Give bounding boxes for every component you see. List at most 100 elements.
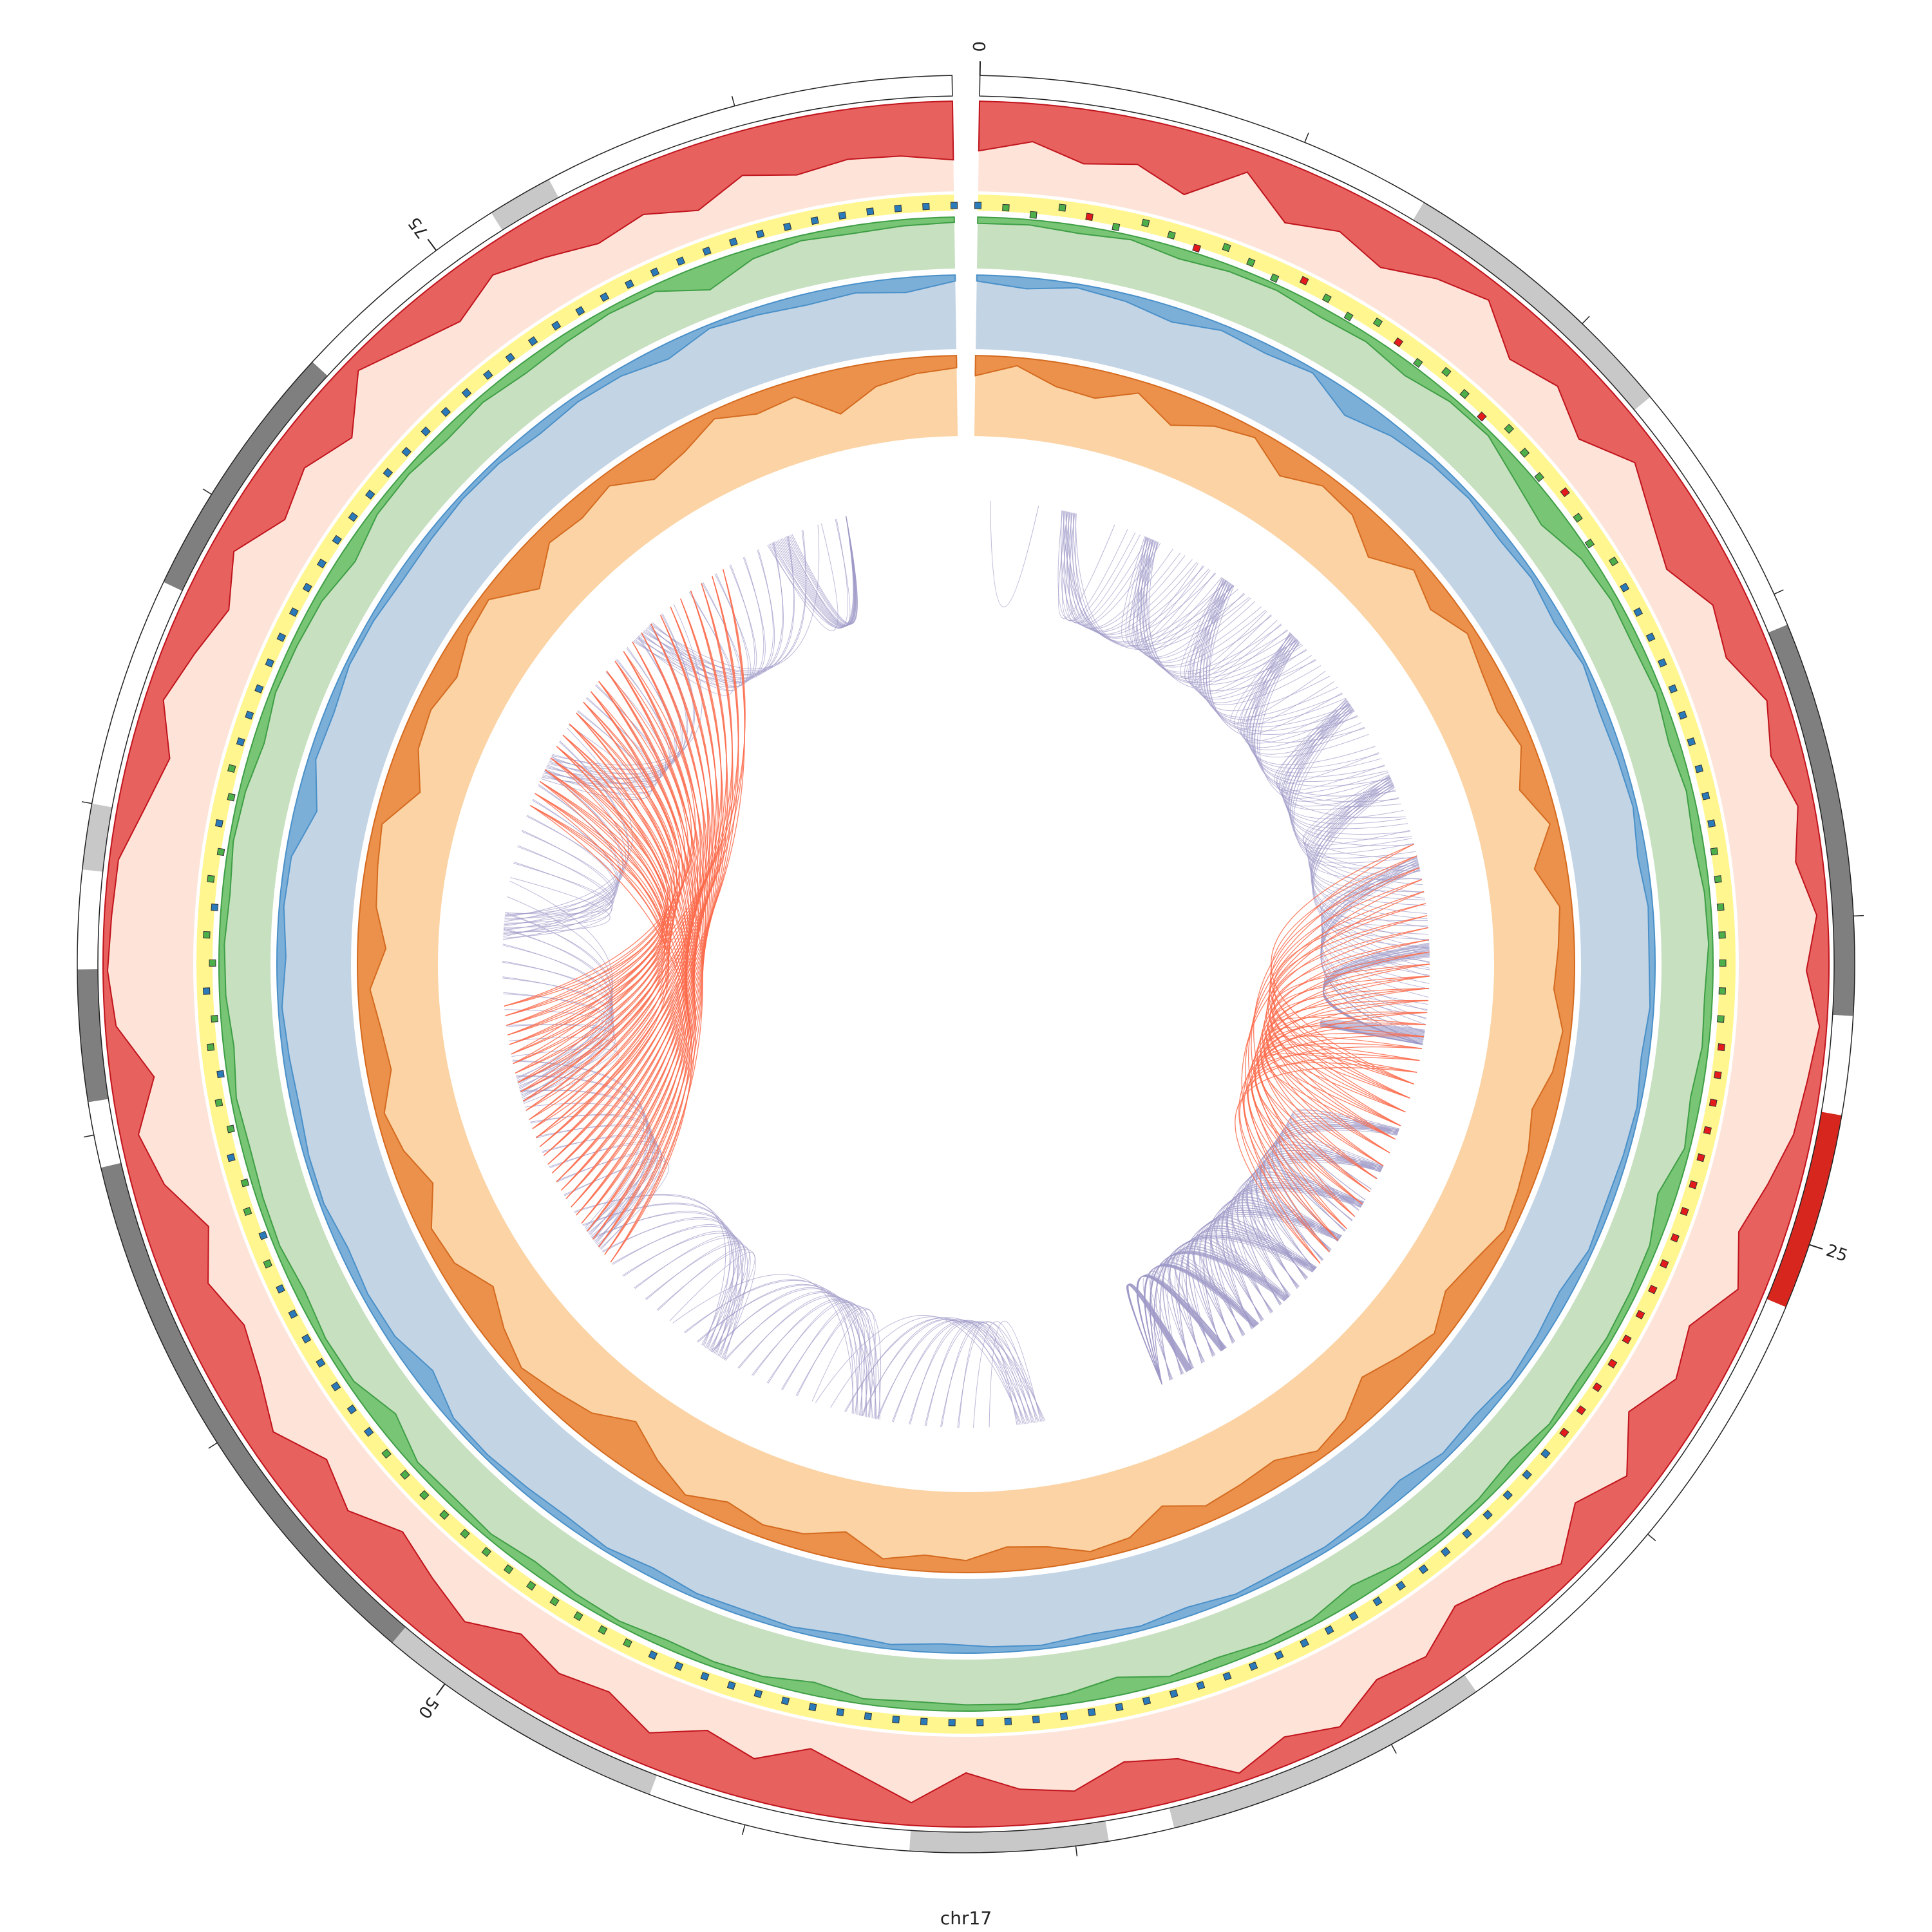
link-arc [1290,706,1421,872]
link-arc [1128,1283,1193,1385]
link-arc-highlight [1269,867,1420,1113]
link-arc [672,1274,854,1414]
scatter-point [1324,1625,1334,1635]
tick-mark [202,488,212,495]
link-arc [582,1204,738,1358]
cytoband-12 [100,1162,406,1643]
scatter-point [254,684,264,694]
link-arc-highlight [1262,1053,1417,1140]
cytoband-5 [1766,1112,1842,1307]
scatter-point [1709,1098,1718,1107]
scatter-point [1660,1259,1669,1269]
link-arc-highlight [1254,963,1430,1217]
link-arc [1252,636,1391,787]
link-arc [1237,637,1343,735]
scatter-point [623,1638,632,1648]
link-arc [512,1059,649,1241]
scatter-point [836,1708,845,1717]
scatter-point [1440,1546,1451,1557]
green-area-track [218,216,1714,1712]
link-arc [1222,1184,1363,1329]
scatter-point [1343,311,1354,321]
link-arc [573,1195,734,1356]
link-arc-highlight [1238,1012,1428,1264]
link-arc [1230,634,1326,724]
scatter-point [781,1696,790,1705]
link-arc [1070,512,1227,643]
link-arc [1231,1197,1342,1304]
link-arc [1240,638,1350,742]
link-arc [1072,513,1197,634]
link-arc [1231,1160,1382,1322]
scatter-point [505,352,515,363]
link-arc-highlight [1265,963,1430,1153]
cytoband-6 [1464,1299,1786,1692]
scatter-point [1694,764,1704,773]
scatter-point [1710,847,1719,856]
link-arc [639,529,807,675]
link-arc [1181,1230,1316,1363]
link-arc [503,829,615,934]
link-arc-highlight [1265,1044,1420,1126]
scatter-point [346,1404,357,1415]
link-arc-highlight [547,583,734,1165]
scatter-point [1032,1716,1040,1723]
link-arc-highlight [1260,939,1430,1193]
link-arc [1138,536,1289,674]
link-arc-highlight [1269,999,1428,1126]
scatter-point [400,1470,410,1480]
scatter-point [1657,658,1667,668]
scatter-point [209,959,216,967]
scatter-point [1719,959,1727,967]
link-arc [876,1319,1040,1423]
link-arc-highlight [1270,855,1417,1099]
link-arc [1160,1235,1317,1381]
scatter-point [302,582,312,592]
link-arc [1276,699,1388,794]
scatter-point [1635,1309,1645,1320]
scatter-point [460,1528,470,1539]
scatter-point [866,207,875,216]
scatter-point [288,1309,298,1319]
scatter-point [573,1611,583,1622]
orange-area-track [357,355,1575,1574]
link-arc [773,516,855,627]
link-arc [1155,1251,1287,1381]
link-arc-highlight [1266,903,1426,1153]
scatter-point [226,1124,235,1133]
link-arc [1137,1274,1227,1385]
scatter-point [1059,1712,1068,1721]
scatter-point [1349,1611,1359,1622]
scatter-point [439,1510,450,1520]
scatter-point [810,216,819,225]
scatter-point [1004,1718,1012,1725]
scatter-point [227,793,236,802]
tick-mark [208,1442,218,1449]
link-arc-highlight [1267,1035,1422,1113]
link-arc-highlight [1271,844,1414,1084]
scatter-point [1393,337,1404,348]
scatter-point [1321,293,1332,303]
link-arc [1141,537,1298,680]
link-arc [788,516,857,625]
scatter-point [1701,791,1710,800]
link-arc [1239,633,1355,744]
scatter-point [216,1070,225,1079]
link-arc [1291,701,1425,893]
link-arc [1061,510,1181,630]
tick-mark [1075,1846,1078,1857]
link-arc-highlight [1250,976,1430,1229]
link-arc [612,1224,737,1349]
cytoband-20 [491,179,559,231]
link-arc-highlight [1268,951,1430,1140]
scatter-point [1608,556,1619,567]
scatter-point [363,1426,374,1437]
link-arc [643,542,784,677]
link-arc [632,542,783,682]
scatter-point [600,292,610,302]
scatter-point [1714,1071,1722,1079]
link-arc-highlight [1264,976,1430,1166]
link-arc [768,523,838,631]
link-arc-highlight [539,569,745,1148]
